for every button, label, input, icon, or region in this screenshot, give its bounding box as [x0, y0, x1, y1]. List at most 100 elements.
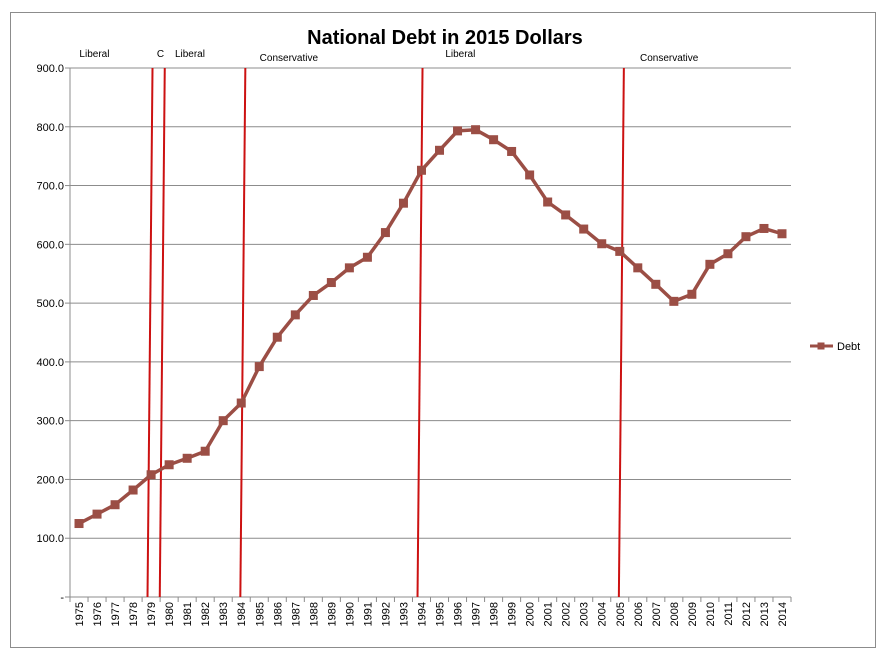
x-tick-label: 1985	[254, 602, 266, 626]
party-label: Liberal	[445, 49, 475, 60]
debt-point	[254, 362, 264, 372]
debt-point	[236, 398, 246, 408]
debt-point	[687, 289, 697, 299]
debt-point	[723, 249, 733, 259]
y-tick-label: -	[60, 592, 64, 604]
x-tick-label: 1998	[489, 602, 501, 626]
debt-point	[525, 170, 535, 180]
debt-point	[218, 416, 228, 426]
x-tick-label: 1975	[74, 602, 86, 626]
x-tick-label: 2005	[615, 602, 627, 626]
y-tick-label: 300.0	[36, 416, 64, 428]
debt-point	[398, 198, 408, 208]
debt-point	[561, 210, 571, 220]
party-change-line	[239, 67, 247, 598]
x-tick-label: 1999	[507, 602, 519, 626]
legend-marker	[817, 342, 825, 350]
debt-point	[507, 146, 517, 156]
debt-point	[633, 263, 643, 273]
national-debt-chart: National Debt in 2015 Dollars - 100.0 200.…	[36, 27, 860, 626]
debt-point	[344, 263, 354, 273]
debt-point	[416, 165, 426, 175]
debt-point	[290, 310, 300, 320]
debt-point	[759, 223, 769, 233]
debt-point	[74, 519, 84, 529]
x-tick-label: 1981	[182, 602, 194, 626]
x-tick-label: 1988	[308, 602, 320, 626]
debt-point	[579, 224, 589, 234]
debt-point	[128, 485, 138, 495]
debt-point	[669, 296, 679, 306]
x-tick-label: 1990	[344, 602, 356, 626]
debt-point	[200, 446, 210, 456]
x-tick-label: 1977	[110, 602, 122, 626]
y-tick-label: 800.0	[36, 122, 64, 134]
x-tick-label: 2002	[561, 602, 573, 626]
chart-frame: National Debt in 2015 Dollars - 100.0 200.…	[10, 12, 876, 648]
party-label: Liberal	[79, 49, 109, 60]
debt-point	[326, 278, 336, 288]
x-tick-label: 2006	[633, 602, 645, 626]
party-label: Conservative	[260, 53, 319, 64]
x-tick-label: 1982	[200, 602, 212, 626]
legend: Debt	[810, 341, 860, 353]
party-change-line	[617, 67, 625, 598]
debt-point	[308, 290, 318, 300]
debt-point	[777, 229, 787, 239]
debt-point	[164, 460, 174, 470]
x-tick-label: 1983	[218, 602, 230, 626]
y-axis: - 100.0 200.0 300.0 400.0 500.0 600.0 700.0 800.…	[36, 63, 71, 604]
x-tick-label: 2001	[543, 602, 555, 626]
x-tick-label: 1986	[272, 602, 284, 626]
debt-point	[110, 500, 120, 510]
debt-point	[489, 135, 499, 145]
x-tick-label: 2004	[597, 602, 609, 626]
debt-point	[362, 252, 372, 262]
party-label: Liberal	[175, 49, 205, 60]
debt-point	[435, 145, 445, 155]
debt-point	[471, 125, 481, 135]
debt-point	[92, 509, 102, 519]
y-tick-label: 400.0	[36, 357, 64, 369]
x-tick-label: 1978	[128, 602, 140, 626]
x-tick-label: 2008	[669, 602, 681, 626]
x-tick-label: 2013	[759, 602, 771, 626]
x-tick-label: 1980	[164, 602, 176, 626]
party-change-lines	[146, 67, 625, 598]
y-tick-label: 900.0	[36, 63, 64, 75]
debt-point	[146, 470, 156, 480]
debt-series	[74, 125, 787, 529]
x-tick-label: 2014	[777, 602, 789, 626]
x-tick-label: 2009	[687, 602, 699, 626]
legend-label-debt: Debt	[837, 341, 860, 353]
party-change-line	[416, 67, 424, 598]
debt-point	[453, 126, 463, 136]
x-tick-label: 1996	[453, 602, 465, 626]
x-tick-label: 1991	[362, 602, 374, 626]
debt-point	[741, 232, 751, 242]
x-tick-label: 1997	[471, 602, 483, 626]
x-tick-label: 1976	[92, 602, 104, 626]
x-tick-label: 1984	[236, 602, 248, 626]
y-tick-label: 500.0	[36, 298, 64, 310]
x-tick-label: 1989	[326, 602, 338, 626]
x-tick-label: 2012	[741, 602, 753, 626]
debt-point	[380, 228, 390, 238]
debt-line	[78, 127, 783, 526]
x-tick-label: 2010	[705, 602, 717, 626]
y-tick-label: 200.0	[36, 474, 64, 486]
debt-point	[543, 197, 553, 207]
debt-point	[597, 239, 607, 249]
debt-point	[272, 332, 282, 342]
x-tick-label: 1992	[380, 602, 392, 626]
y-tick-label: 100.0	[36, 533, 64, 545]
y-tick-label: 600.0	[36, 239, 64, 251]
x-tick-label: 1987	[290, 602, 302, 626]
chart-title: National Debt in 2015 Dollars	[307, 27, 583, 49]
debt-point	[651, 279, 661, 289]
x-tick-label: 2003	[579, 602, 591, 626]
party-label: C	[157, 49, 164, 60]
y-tick-label: 700.0	[36, 181, 64, 193]
party-label: Conservative	[640, 53, 699, 64]
party-annotations: Liberal C Liberal Conservative Liberal Conser…	[79, 49, 698, 64]
